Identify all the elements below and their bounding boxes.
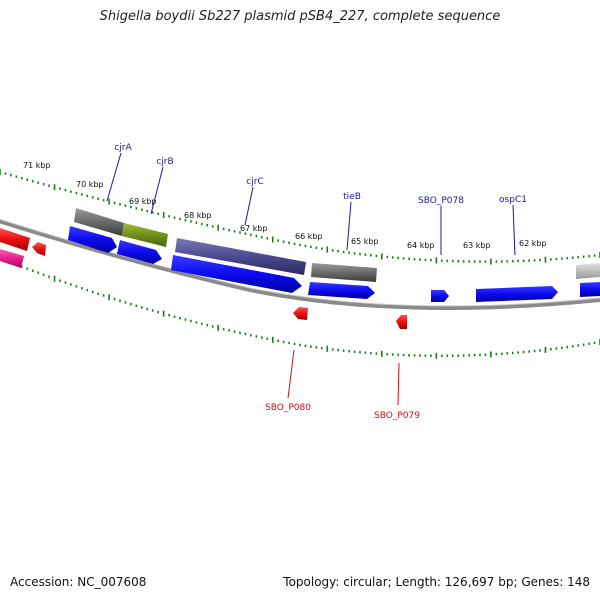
gene-label: SBO_P078 bbox=[418, 196, 464, 206]
gene-label: cjrA bbox=[114, 143, 132, 153]
inner-tick-ring bbox=[0, 255, 600, 359]
feature-grey-1 bbox=[74, 208, 124, 236]
gene-label-leader bbox=[244, 186, 254, 226]
gene-label-leader bbox=[397, 362, 400, 406]
map-title: Shigella boydii Sb227 plasmid pSB4_227, … bbox=[99, 9, 501, 24]
gene-label-leader bbox=[106, 152, 122, 202]
gene-label: cjrC bbox=[246, 177, 263, 187]
forward-gene-arrow bbox=[68, 226, 117, 253]
tick-label: 68 kbp bbox=[184, 211, 212, 220]
tick-label: 64 kbp bbox=[407, 241, 435, 250]
reverse-gene-arrow bbox=[32, 242, 46, 256]
gene-label: SBO_P080 bbox=[265, 403, 311, 413]
gene-label-leader bbox=[150, 166, 164, 215]
gene-label: SBO_P079 bbox=[374, 411, 420, 421]
gene-label-leader bbox=[287, 349, 295, 399]
tick-label: 69 kbp bbox=[129, 197, 157, 206]
forward-gene-arrow bbox=[308, 282, 375, 299]
reverse-gene-arrow bbox=[0, 228, 30, 251]
forward-gene-arrow bbox=[580, 282, 600, 297]
tick-label: 65 kbp bbox=[351, 237, 379, 246]
feature-grey-2 bbox=[311, 263, 377, 282]
gene-label: cjrB bbox=[156, 157, 173, 167]
tick-label: 63 kbp bbox=[463, 241, 491, 250]
accession-text: Accession: NC_007608 bbox=[10, 575, 147, 589]
forward-gene-arrow bbox=[476, 286, 558, 302]
summary-text: Topology: circular; Length: 126,697 bp; … bbox=[283, 575, 590, 589]
gene-label: ospC1 bbox=[499, 195, 527, 205]
tick-label: 70 kbp bbox=[76, 180, 104, 189]
tick-label: 62 kbp bbox=[519, 239, 547, 248]
tick-label: 66 kbp bbox=[295, 232, 323, 241]
reverse-gene-arrow bbox=[396, 315, 407, 329]
feature-purple bbox=[175, 238, 306, 275]
gene-label-leader bbox=[512, 204, 516, 256]
reverse-gene-arrow bbox=[293, 307, 308, 320]
tick-label: 67 kbp bbox=[240, 224, 268, 233]
forward-gene-arrow bbox=[117, 240, 162, 264]
tick-label: 71 kbp bbox=[23, 161, 51, 170]
plasmid-backbone bbox=[0, 219, 600, 310]
outer-tick-ring bbox=[0, 169, 600, 265]
gene-label-leader bbox=[346, 201, 352, 251]
reverse-gene-arrow bbox=[0, 249, 24, 268]
gene-label: tieB bbox=[343, 192, 361, 202]
feature-light-grey bbox=[576, 263, 600, 279]
forward-gene-arrow bbox=[431, 290, 449, 302]
feature-olive bbox=[122, 223, 168, 247]
forward-gene-arrow bbox=[171, 255, 302, 293]
